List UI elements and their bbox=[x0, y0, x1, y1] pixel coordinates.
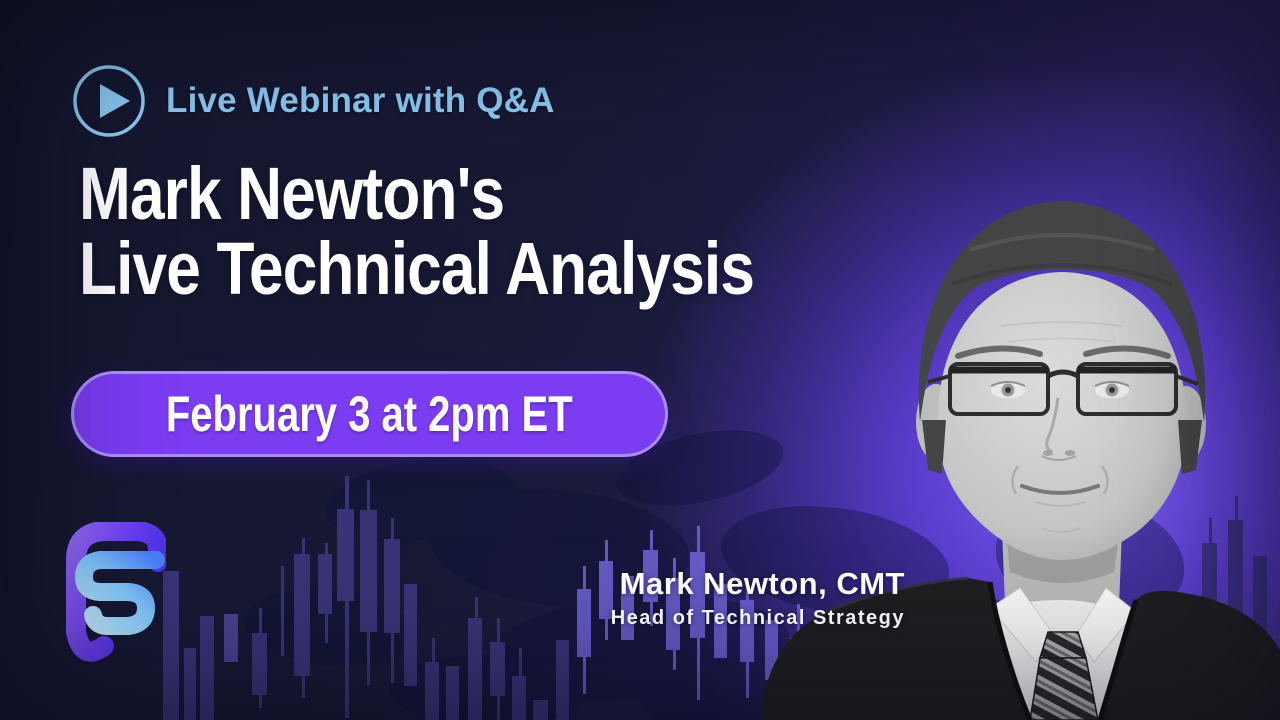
date-pill: February 3 at 2pm ET bbox=[71, 371, 668, 457]
fs-brand-logo bbox=[66, 522, 166, 662]
date-pill-label: February 3 at 2pm ET bbox=[166, 386, 573, 442]
play-icon[interactable] bbox=[72, 64, 146, 138]
speaker-name: Mark Newton, CMT bbox=[619, 566, 905, 601]
webinar-title: Mark Newton's Live Technical Analysis bbox=[79, 152, 755, 310]
live-badge: Live Webinar with Q&A bbox=[72, 64, 555, 138]
speaker-photo bbox=[760, 201, 1280, 720]
badge-label: Live Webinar with Q&A bbox=[166, 81, 555, 120]
speaker-role: Head of Technical Strategy bbox=[610, 607, 905, 629]
title-line-2: Live Technical Analysis bbox=[79, 227, 755, 310]
speaker-caption: Mark Newton, CMT Head of Technical Strat… bbox=[611, 566, 905, 630]
title-line-1: Mark Newton's bbox=[79, 152, 505, 235]
